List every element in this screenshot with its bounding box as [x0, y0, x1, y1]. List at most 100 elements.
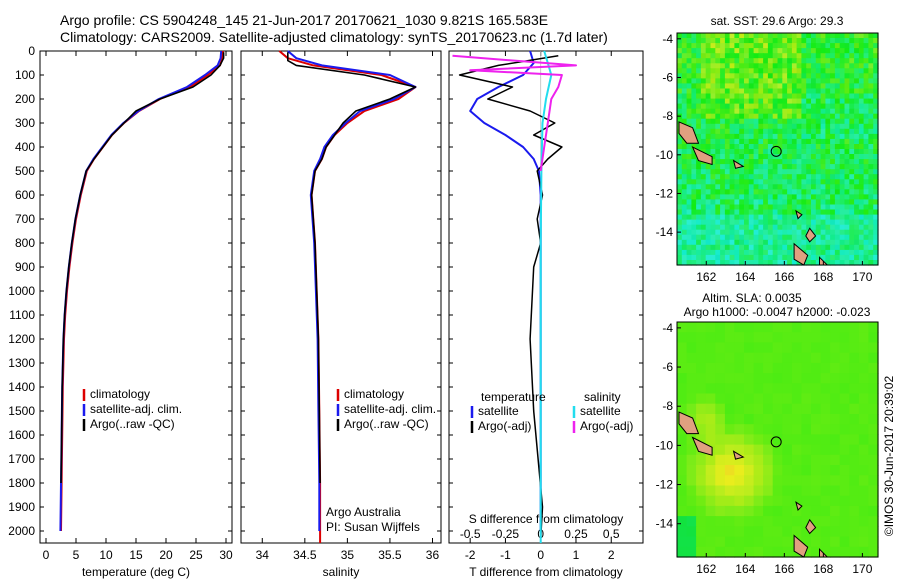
heatmap-cell — [791, 108, 798, 115]
heatmap-cell — [753, 465, 764, 476]
heatmap-cell — [782, 43, 788, 49]
heatmap-cell — [777, 189, 783, 195]
heatmap-cell — [763, 58, 769, 64]
heatmap-cell — [815, 98, 822, 105]
heatmap-cell — [858, 234, 865, 241]
heatmap-cell — [834, 88, 841, 95]
heatmap-cell — [720, 53, 726, 59]
heatmap-cell — [705, 362, 716, 374]
heatmap-cell — [839, 403, 850, 415]
heatmap-cell — [772, 505, 783, 517]
heatmap-cell — [715, 113, 721, 120]
heatmap-cell — [734, 495, 745, 507]
heatmap-cell — [839, 179, 846, 185]
heatmap-cell — [806, 144, 812, 150]
heatmap-cell — [677, 38, 683, 44]
heatmap-cell — [782, 505, 793, 517]
heatmap-cell — [820, 526, 831, 538]
heatmap-cell — [834, 113, 841, 120]
heatmap-cell — [815, 73, 822, 79]
heatmap-cell — [710, 108, 716, 115]
legend-entry: satellite-adj. clim. — [344, 402, 436, 416]
heatmap-cell — [696, 48, 702, 54]
heatmap-cell — [748, 138, 755, 145]
heatmap-cell — [696, 249, 702, 256]
heatmap-cell — [696, 93, 702, 100]
heatmap-cell — [849, 118, 855, 125]
heatmap-cell — [777, 58, 783, 64]
x-axis-label-difference: T difference from climatology — [469, 565, 623, 579]
heatmap-cell — [763, 526, 774, 538]
heatmap-cell — [724, 362, 736, 374]
y-tick-label: 300 — [15, 116, 35, 130]
heatmap-cell — [724, 465, 736, 476]
heatmap-cell — [744, 495, 755, 507]
heatmap-cell — [720, 204, 726, 211]
heatmap-cell — [868, 383, 879, 395]
heatmap-cell — [858, 332, 870, 343]
heatmap-cell — [868, 536, 879, 548]
heatmap-cell — [825, 254, 831, 261]
heatmap-cell — [820, 424, 831, 435]
heatmap-cell — [696, 485, 707, 497]
x-tick-label: 34.5 — [293, 548, 317, 562]
heatmap-cell — [767, 209, 774, 216]
heatmap-cell — [677, 219, 683, 226]
heatmap-cell — [868, 516, 879, 527]
heatmap-cell — [863, 83, 869, 89]
heatmap-cell — [681, 63, 688, 69]
heatmap-cell — [681, 73, 688, 79]
heatmap-cell — [729, 199, 735, 205]
heatmap-cell — [686, 88, 692, 95]
heatmap-cell — [705, 414, 716, 425]
map-y-tick-label: -12 — [656, 186, 674, 200]
heatmap-cell — [696, 424, 707, 435]
heatmap-cell — [734, 475, 745, 487]
heatmap-cell — [710, 154, 716, 160]
heatmap-cell — [834, 234, 841, 241]
heatmap-cell — [801, 179, 807, 185]
heatmap-cell — [753, 63, 759, 69]
heatmap-cell — [777, 179, 783, 185]
heatmap-cell — [686, 78, 692, 84]
heatmap-cell — [724, 495, 736, 507]
heatmap-cell — [715, 465, 726, 476]
heatmap-cell — [830, 373, 841, 384]
heatmap-cell — [739, 260, 745, 266]
heatmap-cell — [801, 78, 807, 84]
heatmap-cell — [748, 184, 755, 190]
heatmap-cell — [705, 249, 712, 256]
heatmap-cell — [811, 239, 817, 246]
heatmap-cell — [854, 48, 860, 54]
heatmap-cell — [715, 342, 726, 354]
heatmap-cell — [686, 322, 697, 333]
heatmap-cell — [834, 164, 841, 170]
heatmap-cell — [858, 424, 870, 435]
heatmap-cell — [715, 68, 721, 74]
heatmap-cell — [815, 33, 822, 39]
heatmap-cell — [705, 169, 712, 175]
heatmap-cell — [820, 179, 826, 185]
heatmap-cell — [801, 546, 812, 558]
heatmap-cell — [839, 98, 846, 105]
heatmap-cell — [758, 113, 764, 120]
legend-header: temperature — [481, 390, 546, 404]
heatmap-cell — [863, 108, 869, 115]
heatmap-cell — [715, 244, 721, 251]
heatmap-cell — [777, 229, 783, 236]
heatmap-cell — [834, 154, 841, 160]
heatmap-cell — [734, 38, 740, 44]
heatmap-cell — [744, 128, 750, 135]
heatmap-cell — [729, 260, 735, 266]
heatmap-cell — [734, 43, 740, 49]
heatmap-cell — [830, 144, 836, 150]
heatmap-cell — [677, 68, 683, 74]
heatmap-cell — [700, 53, 707, 59]
heatmap-cell — [834, 224, 841, 231]
heatmap-cell — [715, 475, 726, 487]
heatmap-cell — [844, 209, 850, 216]
heatmap-cell — [868, 414, 879, 425]
series-line-salinity-2 — [286, 52, 417, 484]
heatmap-cell — [820, 342, 831, 354]
heatmap-cell — [696, 53, 702, 59]
